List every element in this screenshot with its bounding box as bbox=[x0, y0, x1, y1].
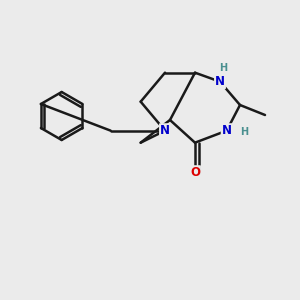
Text: N: N bbox=[222, 124, 232, 137]
Text: N: N bbox=[215, 75, 225, 88]
Text: O: O bbox=[190, 166, 200, 179]
Text: H: H bbox=[240, 127, 248, 137]
Text: N: N bbox=[160, 124, 170, 137]
Text: H: H bbox=[219, 63, 227, 73]
